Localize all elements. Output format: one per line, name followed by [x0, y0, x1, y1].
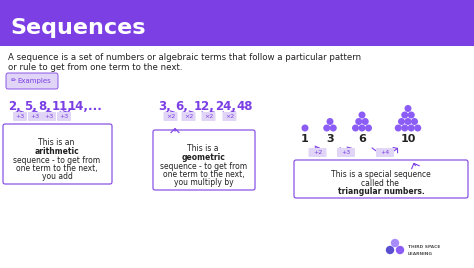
Circle shape	[324, 125, 329, 131]
Text: 6,: 6,	[175, 100, 188, 113]
FancyBboxPatch shape	[182, 112, 195, 121]
FancyBboxPatch shape	[42, 112, 56, 121]
Circle shape	[327, 119, 333, 124]
Text: +3: +3	[341, 150, 351, 155]
Text: +4: +4	[380, 150, 390, 155]
Circle shape	[402, 125, 408, 131]
Text: 3: 3	[326, 134, 334, 144]
Text: LEARNING: LEARNING	[408, 252, 433, 256]
Text: This is an: This is an	[37, 138, 76, 147]
Circle shape	[359, 112, 365, 118]
Text: sequence - to get from: sequence - to get from	[13, 156, 100, 165]
Circle shape	[402, 112, 408, 118]
FancyBboxPatch shape	[376, 148, 394, 157]
Text: ✏: ✏	[11, 79, 16, 84]
Text: This is a special sequence: This is a special sequence	[331, 170, 431, 179]
Text: A sequence is a set of numbers or algebraic terms that follow a particular patte: A sequence is a set of numbers or algebr…	[8, 53, 361, 62]
FancyBboxPatch shape	[0, 0, 474, 46]
Text: you multiply by: you multiply by	[174, 178, 234, 187]
Circle shape	[399, 119, 404, 124]
Text: +3: +3	[59, 114, 69, 119]
Text: +3: +3	[30, 114, 40, 119]
Text: ×2: ×2	[204, 114, 213, 119]
FancyBboxPatch shape	[222, 112, 237, 121]
FancyBboxPatch shape	[3, 124, 112, 184]
Circle shape	[412, 119, 417, 124]
Circle shape	[396, 247, 403, 254]
FancyBboxPatch shape	[28, 112, 42, 121]
Text: 24,: 24,	[215, 100, 236, 113]
FancyBboxPatch shape	[57, 112, 71, 121]
Circle shape	[392, 240, 399, 247]
FancyBboxPatch shape	[164, 112, 177, 121]
Circle shape	[405, 119, 411, 124]
FancyBboxPatch shape	[337, 148, 355, 157]
Text: 6: 6	[358, 134, 366, 144]
Circle shape	[366, 125, 371, 131]
Circle shape	[356, 119, 362, 124]
Text: you add: you add	[42, 172, 73, 181]
FancyBboxPatch shape	[309, 148, 327, 157]
Text: ×2: ×2	[184, 114, 193, 119]
Text: 1: 1	[301, 134, 309, 144]
Circle shape	[415, 125, 420, 131]
Circle shape	[353, 125, 358, 131]
FancyBboxPatch shape	[13, 112, 27, 121]
Circle shape	[405, 106, 411, 111]
Text: 5,: 5,	[24, 100, 37, 113]
Text: 48: 48	[236, 100, 253, 113]
Text: +2: +2	[313, 150, 322, 155]
Text: or rule to get from one term to the next.: or rule to get from one term to the next…	[8, 63, 182, 72]
Text: 8,: 8,	[38, 100, 51, 113]
FancyBboxPatch shape	[201, 112, 216, 121]
Text: geometric: geometric	[182, 153, 226, 162]
Text: 12,: 12,	[194, 100, 215, 113]
Text: called the: called the	[361, 179, 401, 188]
Text: one term to the next,: one term to the next,	[16, 164, 98, 173]
Text: 2,: 2,	[8, 100, 21, 113]
Circle shape	[359, 125, 365, 131]
Text: ×2: ×2	[166, 114, 175, 119]
FancyBboxPatch shape	[294, 160, 468, 198]
Text: +3: +3	[45, 114, 54, 119]
Text: 11,: 11,	[52, 100, 73, 113]
Text: This is a: This is a	[187, 144, 221, 153]
Text: THIRD SPACE: THIRD SPACE	[408, 245, 440, 249]
Circle shape	[363, 119, 368, 124]
Circle shape	[302, 125, 308, 131]
Circle shape	[409, 125, 414, 131]
Circle shape	[386, 247, 393, 254]
Circle shape	[395, 125, 401, 131]
Circle shape	[409, 112, 414, 118]
Text: one term to the next,: one term to the next,	[163, 170, 245, 179]
Text: 14,...: 14,...	[68, 100, 103, 113]
Text: sequence - to get from: sequence - to get from	[160, 162, 247, 171]
Text: ×2: ×2	[225, 114, 234, 119]
Text: +3: +3	[15, 114, 25, 119]
FancyBboxPatch shape	[6, 73, 58, 89]
Text: 10: 10	[401, 134, 416, 144]
Text: triangular numbers.: triangular numbers.	[337, 187, 424, 196]
FancyBboxPatch shape	[153, 130, 255, 190]
Text: 3,: 3,	[158, 100, 171, 113]
Text: Examples: Examples	[17, 78, 51, 84]
Text: Sequences: Sequences	[10, 18, 146, 38]
Text: arithmetic: arithmetic	[35, 147, 79, 156]
Circle shape	[330, 125, 336, 131]
